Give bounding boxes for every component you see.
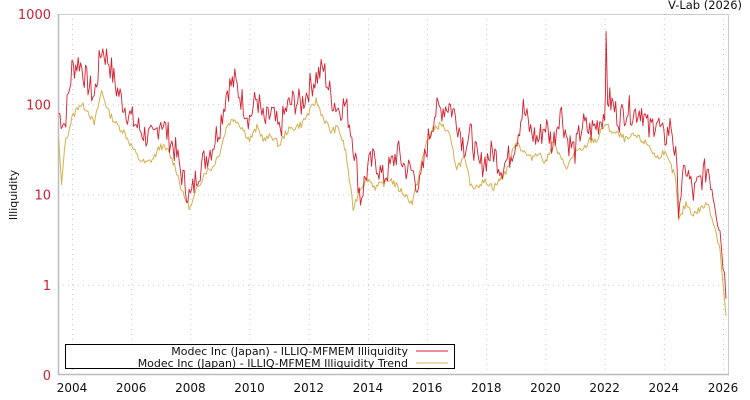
- x-tick-label: 2004: [57, 381, 88, 395]
- x-tick-label: 2014: [353, 381, 384, 395]
- x-axis-ticks: 2004 2006 2008 2010 2012 2014 2016 2018 2020 2022…: [57, 381, 739, 395]
- x-tick-label: 2024: [649, 381, 680, 395]
- x-tick-label: 2012: [293, 381, 324, 395]
- illiquidity-line: [58, 31, 727, 299]
- y-tick-label: 1: [43, 279, 51, 294]
- y-axis-label: Illiquidity: [7, 169, 20, 220]
- y-tick-label: 1000: [18, 8, 51, 23]
- source-credit: V-Lab (2026): [668, 0, 742, 12]
- x-tick-label: 2010: [234, 381, 265, 395]
- legend-label-trend: Modec Inc (Japan) - ILLIQ-MFMEM Illiquid…: [138, 357, 408, 370]
- grid-lines: [58, 14, 729, 375]
- illiquidity-trend-line: [58, 90, 727, 317]
- x-tick-label: 2018: [471, 381, 502, 395]
- x-tick-label: 2016: [412, 381, 443, 395]
- y-tick-label: 10: [34, 189, 51, 204]
- series-lines: [58, 31, 727, 317]
- y-tick-label: 0: [43, 369, 51, 384]
- x-tick-label: 2006: [116, 381, 147, 395]
- legend-label-illiquidity: Modec Inc (Japan) - ILLIQ-MFMEM Illiquid…: [171, 345, 408, 358]
- x-tick-label: 2008: [175, 381, 206, 395]
- y-tick-label: 100: [26, 98, 51, 113]
- x-tick-label: 2026: [708, 381, 739, 395]
- legend: Modec Inc (Japan) - ILLIQ-MFMEM Illiquid…: [65, 344, 455, 370]
- x-tick-label: 2022: [589, 381, 620, 395]
- legend-box: [65, 344, 455, 369]
- x-tick-label: 2020: [530, 381, 561, 395]
